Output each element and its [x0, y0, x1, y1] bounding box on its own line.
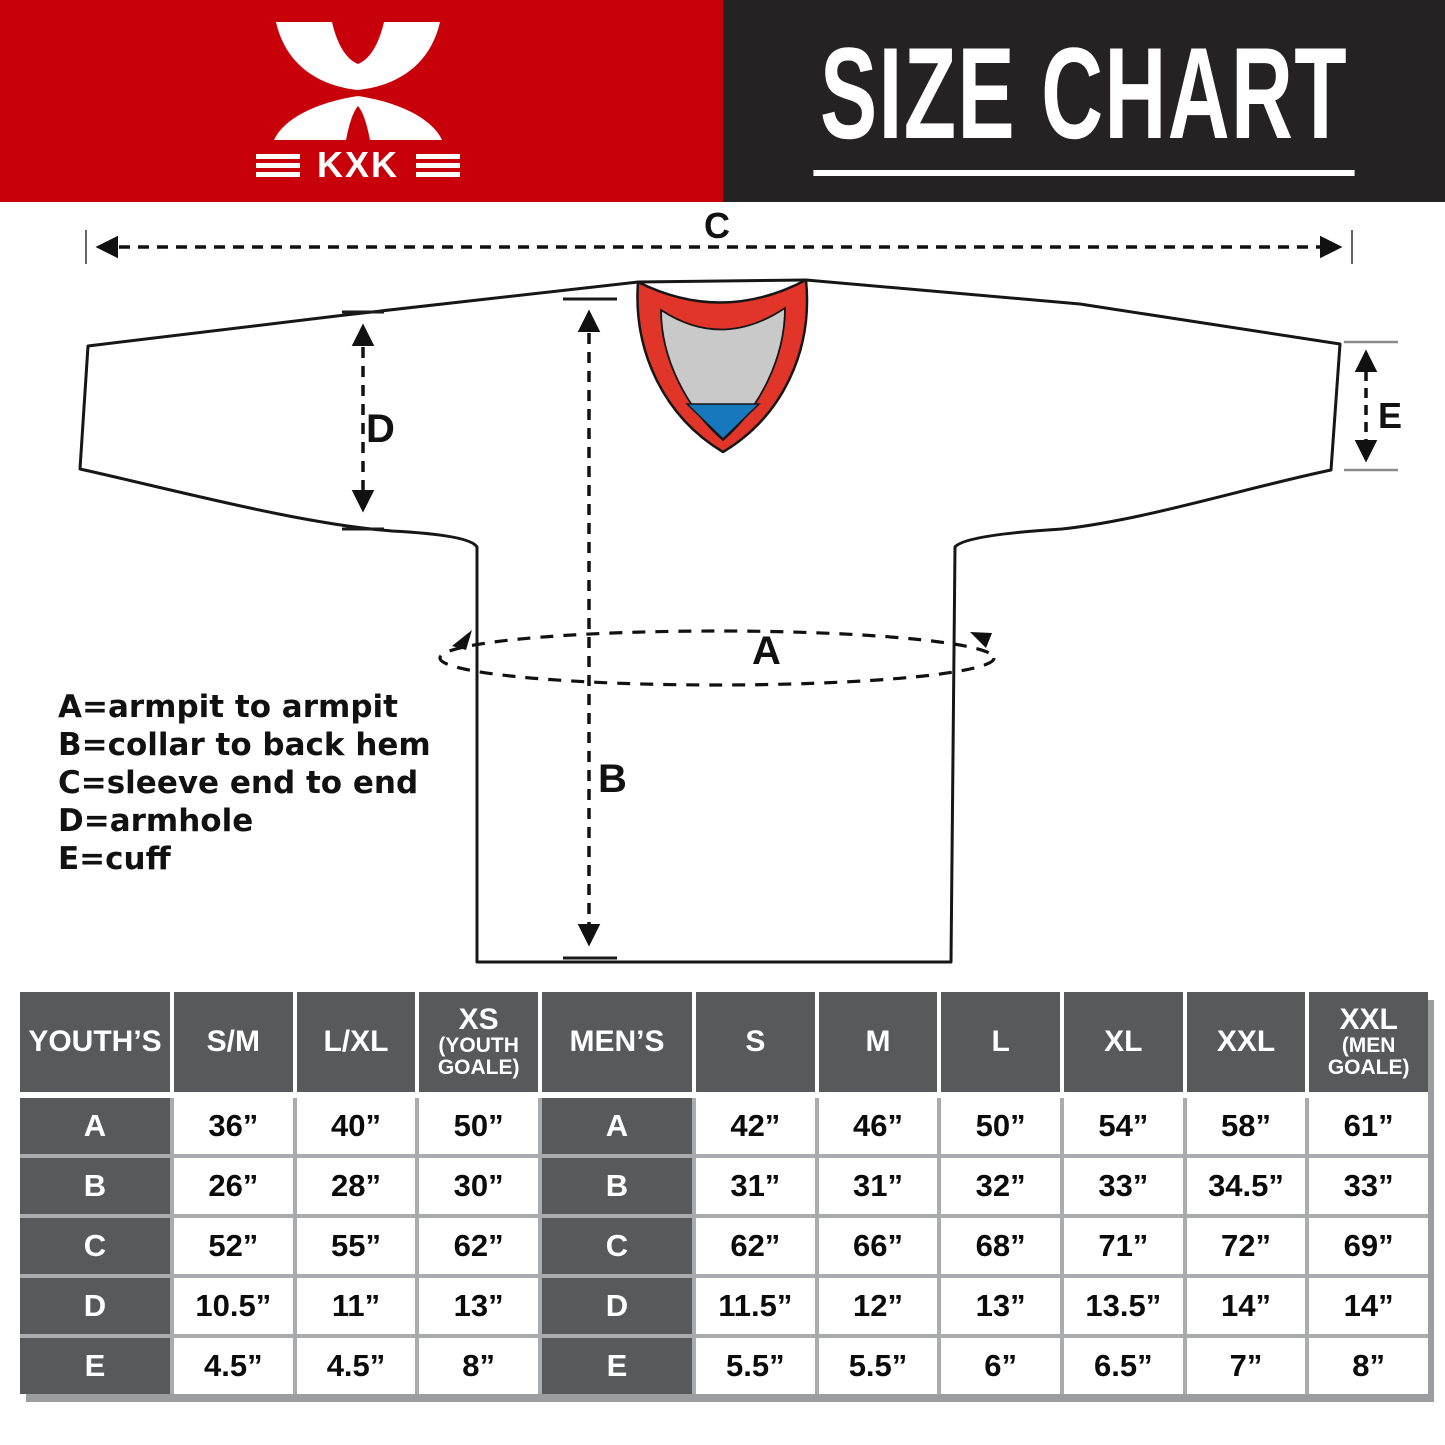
col-header-xxl-men-goalie: XXL (MEN GOALE) [1309, 992, 1428, 1092]
size-cell: 69” [1309, 1218, 1428, 1274]
size-cell: 62” [419, 1218, 538, 1274]
measure-label-c: C [704, 205, 730, 246]
size-cell: 31” [695, 1158, 815, 1214]
size-cell: 32” [941, 1158, 1060, 1214]
row-label-youth-c: C [20, 1218, 170, 1274]
size-cell: 50” [941, 1098, 1060, 1154]
size-cell: 50” [419, 1098, 538, 1154]
size-cell: 4.5” [296, 1338, 416, 1394]
size-cell: 58” [1186, 1098, 1306, 1154]
size-cell: 72” [1186, 1218, 1306, 1274]
girth-arrowhead-left [452, 630, 472, 650]
size-cell: 8” [1309, 1338, 1428, 1394]
row-label-youth-e: E [20, 1338, 170, 1394]
legend-line-a: A=armpit to armpit [58, 689, 398, 725]
size-cell: 4.5” [174, 1338, 293, 1394]
row-label-youth-a: A [20, 1098, 170, 1154]
size-cell: 8” [419, 1338, 538, 1394]
size-cell: 13” [419, 1278, 538, 1334]
size-cell: 66” [818, 1218, 938, 1274]
logo-x-bottom [274, 96, 442, 140]
col-header-xs-youth-goalie: XS (YOUTH GOALE) [419, 992, 538, 1092]
row-label-youth-d: D [20, 1278, 170, 1334]
size-cell: 26” [174, 1158, 293, 1214]
size-cell: 5.5” [695, 1338, 815, 1394]
size-table: YOUTH’S S/M L/XL XS (YOUTH GOALE) MEN’S S… [20, 992, 1428, 1394]
row-label-men-a: A [541, 1098, 692, 1154]
col-header-xl: XL [1063, 992, 1183, 1092]
size-cell: 5.5” [818, 1338, 938, 1394]
size-cell: 13.5” [1063, 1278, 1183, 1334]
top-header: KXK SIZE CHART [0, 0, 1445, 202]
size-cell: 54” [1063, 1098, 1183, 1154]
size-cell: 42” [695, 1098, 815, 1154]
logo-x-top [276, 22, 440, 90]
kxk-logo: KXK [256, 22, 460, 178]
size-cell: 40” [296, 1098, 416, 1154]
col-header-xxl: XXL [1186, 992, 1306, 1092]
size-cell: 71” [1063, 1218, 1183, 1274]
logo-bars-right [416, 154, 460, 177]
size-cell: 10.5” [174, 1278, 293, 1334]
col-header-l: L [941, 992, 1060, 1092]
legend-line-d: D=armhole [58, 803, 254, 839]
col-header-s: S [695, 992, 815, 1092]
row-label-youth-b: B [20, 1158, 170, 1214]
jersey-outline [78, 278, 1342, 964]
col-header-m: M [818, 992, 938, 1092]
legend-line-b: B=collar to back hem [58, 727, 431, 763]
size-cell: 11.5” [695, 1278, 815, 1334]
size-table-body: A 36” 40” 50” A 42” 46” 50” 54” 58” 61” … [20, 1098, 1428, 1394]
col-header-lxl: L/XL [296, 992, 416, 1092]
size-cell: 28” [296, 1158, 416, 1214]
size-cell: 12” [818, 1278, 938, 1334]
logo-text: KXK [317, 144, 399, 178]
size-cell: 46” [818, 1098, 938, 1154]
measure-label-b: B [598, 757, 627, 801]
measure-label-a: A [752, 629, 781, 673]
size-cell: 33” [1309, 1158, 1428, 1214]
row-label-men-c: C [541, 1218, 692, 1274]
size-cell: 6” [941, 1338, 1060, 1394]
page-title: SIZE CHART [813, 28, 1355, 176]
size-cell: 33” [1063, 1158, 1183, 1214]
size-cell: 14” [1186, 1278, 1306, 1334]
jersey-diagram: C D B A E [78, 205, 1402, 964]
col-header-sm: S/M [174, 992, 293, 1092]
size-cell: 68” [941, 1218, 1060, 1274]
size-cell: 11” [296, 1278, 416, 1334]
size-cell: 36” [174, 1098, 293, 1154]
collar-accent [685, 403, 761, 441]
brand-header: KXK [0, 0, 723, 202]
size-cell: 14” [1309, 1278, 1428, 1334]
size-cell: 6.5” [1063, 1338, 1183, 1394]
row-label-men-e: E [541, 1338, 692, 1394]
size-cell: 55” [296, 1218, 416, 1274]
girth-ellipse-a [438, 629, 996, 687]
measurement-legend: A=armpit to armpit B=collar to back hem … [58, 688, 431, 878]
size-cell: 30” [419, 1158, 538, 1214]
collar-inner [660, 306, 786, 442]
girth-arrowhead-right [970, 632, 992, 648]
row-label-men-b: B [541, 1158, 692, 1214]
col-header-youths: YOUTH’S [20, 992, 170, 1092]
title-header: SIZE CHART [723, 0, 1445, 202]
row-label-men-d: D [541, 1278, 692, 1334]
measure-label-d: D [366, 407, 395, 451]
size-cell: 62” [695, 1218, 815, 1274]
size-cell: 34.5” [1186, 1158, 1306, 1214]
legend-line-c: C=sleeve end to end [58, 765, 419, 801]
col-header-mens: MEN’S [541, 992, 692, 1092]
size-cell: 31” [818, 1158, 938, 1214]
size-cell: 7” [1186, 1338, 1306, 1394]
legend-line-e: E=cuff [58, 841, 171, 877]
size-table-header: YOUTH’S S/M L/XL XS (YOUTH GOALE) MEN’S S… [20, 992, 1428, 1092]
size-cell: 13” [941, 1278, 1060, 1334]
measure-label-e: E [1378, 395, 1402, 436]
size-cell: 61” [1309, 1098, 1428, 1154]
logo-bars-left [256, 154, 300, 177]
size-cell: 52” [174, 1218, 293, 1274]
